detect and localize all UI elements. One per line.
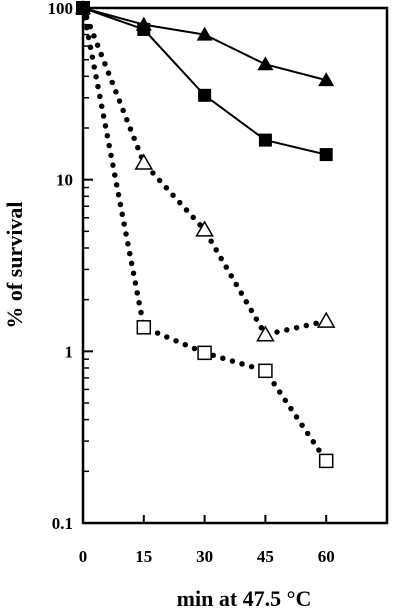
x-tick-label: 60 (318, 547, 335, 566)
data-point (258, 363, 273, 379)
data-point (196, 26, 213, 41)
data-point (256, 325, 275, 342)
y-tick-label: 100 (48, 0, 74, 18)
data-point (257, 56, 274, 71)
data-point (319, 148, 333, 162)
data-point (197, 345, 212, 361)
data-point (318, 453, 334, 469)
y-tick-label: 1 (65, 342, 74, 361)
data-point (137, 22, 151, 36)
data-point (136, 320, 152, 335)
plot-area-frame (81, 6, 389, 525)
data-point (316, 311, 336, 328)
data-point (198, 88, 212, 102)
y-axis-ticks: 0.1 1 10 100 (48, 0, 93, 533)
series-line (80, 5, 329, 338)
x-axis-ticks: 0 15 30 45 60 (79, 515, 335, 566)
x-tick-label: 45 (257, 547, 274, 566)
data-point (258, 133, 272, 147)
data-point (76, 1, 90, 15)
x-tick-label: 0 (79, 547, 88, 566)
y-tick-label: 10 (56, 171, 73, 190)
data-point (134, 153, 154, 170)
y-axis-title: % of survival (2, 201, 27, 328)
data-point (195, 220, 214, 237)
x-tick-label: 30 (196, 547, 213, 566)
data-point (318, 72, 335, 87)
y-tick-label: 0.1 (52, 514, 73, 533)
x-tick-label: 15 (135, 547, 152, 566)
x-axis-title: min at 47.5 °C (177, 586, 312, 611)
series-line (82, 7, 327, 82)
series-layer (75, 0, 336, 469)
